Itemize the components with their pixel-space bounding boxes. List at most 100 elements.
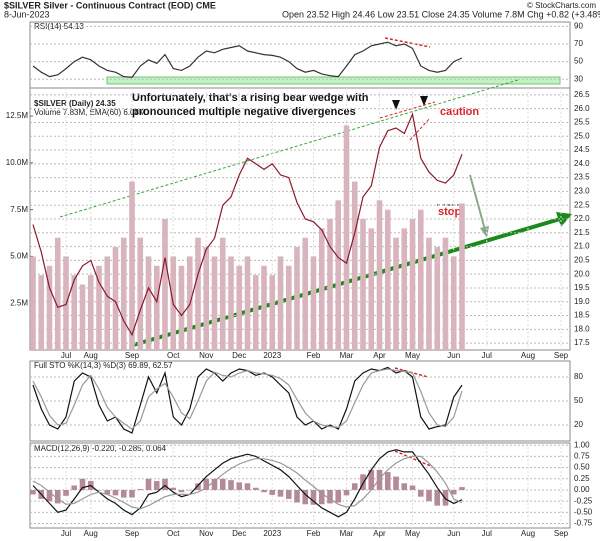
bar [401, 483, 408, 490]
y-tick-label: 0.75 [574, 452, 590, 461]
bar [335, 489, 342, 503]
bar [228, 256, 234, 350]
bar [79, 478, 86, 490]
x-tick-label: Dec [232, 351, 246, 360]
series-line [32, 368, 463, 430]
y-tick-label: -0.75 [574, 519, 593, 528]
y-tick-label: 30 [574, 74, 583, 83]
x-tick-label: Jun [447, 351, 460, 360]
macd-panel [29, 442, 571, 529]
bar [261, 489, 267, 493]
y2-tick-label: 7.5M [10, 205, 28, 214]
x-tick-label: Jul [61, 351, 71, 360]
bar [409, 485, 416, 490]
rsi-support-band [106, 76, 561, 85]
x-tick-label: Aug [521, 529, 535, 538]
bar [145, 256, 152, 350]
bar [294, 489, 300, 503]
x-tick-label: May [405, 351, 420, 360]
arrow-marker [420, 96, 428, 106]
bar [79, 284, 86, 350]
y-tick-label: 19.5 [574, 283, 590, 292]
x-tick-label: Sep [125, 351, 140, 360]
y-tick-label: 70 [574, 39, 583, 48]
bar [71, 275, 78, 350]
y-tick-label: -0.25 [574, 496, 593, 505]
bar [137, 489, 144, 490]
bar [186, 489, 193, 491]
bar [236, 265, 243, 350]
bar [360, 474, 366, 490]
x-tick-label: Jul [61, 529, 71, 538]
bar [244, 256, 251, 350]
divergence-line [384, 37, 431, 48]
bar [310, 256, 317, 350]
y-tick-label: 20 [574, 420, 583, 429]
bar [63, 489, 69, 496]
bar [30, 256, 36, 350]
x-tick-label: Aug [84, 529, 98, 538]
credit: © StockCharts.com [527, 1, 596, 10]
y-tick-label: 20.5 [574, 255, 590, 264]
bar [384, 472, 391, 490]
bar [335, 200, 342, 350]
y-tick-label: 90 [574, 22, 583, 31]
bar [87, 275, 94, 350]
bar [71, 485, 78, 490]
sto-legend: Full STO %K(14,3) %D(3) 69.89, 62.57 [34, 361, 173, 370]
bar [417, 209, 424, 350]
x-tick-label: Sep [125, 529, 140, 538]
bar [129, 181, 135, 350]
bar [368, 228, 375, 350]
annotation: pronounced multiple negative divergences [132, 106, 356, 118]
y2-tick-label: 12.5M [6, 111, 29, 120]
bar [277, 256, 284, 350]
y2-tick-label: 2.5M [10, 298, 28, 307]
arrow-marker [392, 100, 400, 110]
bar [318, 489, 325, 505]
bar [54, 237, 61, 350]
bar [211, 256, 218, 350]
y-tick-label: 23.0 [574, 187, 590, 196]
bar [327, 489, 333, 504]
x-tick-label: 2023 [263, 351, 281, 360]
bar [343, 125, 350, 350]
annotation: caution [440, 106, 479, 118]
bar [426, 237, 432, 350]
bar [252, 487, 259, 490]
y-tick-label: 0.50 [574, 463, 590, 472]
bar [351, 181, 358, 350]
y-tick-label: 21.0 [574, 242, 590, 251]
bar [327, 219, 333, 350]
quote: Open 23.52 High 24.46 Low 23.51 Close 24… [282, 9, 600, 19]
bar [219, 237, 226, 350]
x-tick-label: Dec [232, 529, 246, 538]
bar [30, 489, 36, 495]
bar [211, 478, 218, 490]
date: 8-Jun-2023 [4, 9, 50, 19]
bar [426, 489, 432, 502]
bar [434, 489, 441, 506]
series-line [32, 449, 463, 518]
y-tick-label: 26.5 [574, 90, 590, 99]
bar [442, 489, 449, 506]
y-tick-label: 50 [574, 57, 583, 66]
x-tick-label: Aug [84, 351, 98, 360]
bar [104, 256, 111, 350]
bar [459, 487, 465, 490]
bar [203, 478, 210, 490]
y-tick-label: 24.0 [574, 159, 590, 168]
bar [318, 228, 325, 350]
bar [96, 489, 102, 491]
bar [162, 219, 168, 350]
bar [434, 247, 441, 350]
bar [203, 247, 210, 350]
bar [153, 481, 160, 490]
bar [294, 247, 300, 350]
bar [120, 237, 127, 350]
macd-legend: MACD(12,26,9) -0.220, -0.285, 0.064 [34, 444, 167, 453]
x-tick-label: Feb [307, 351, 321, 360]
y-tick-label: 18.0 [574, 324, 590, 333]
bar [277, 489, 284, 497]
bar [46, 265, 53, 350]
